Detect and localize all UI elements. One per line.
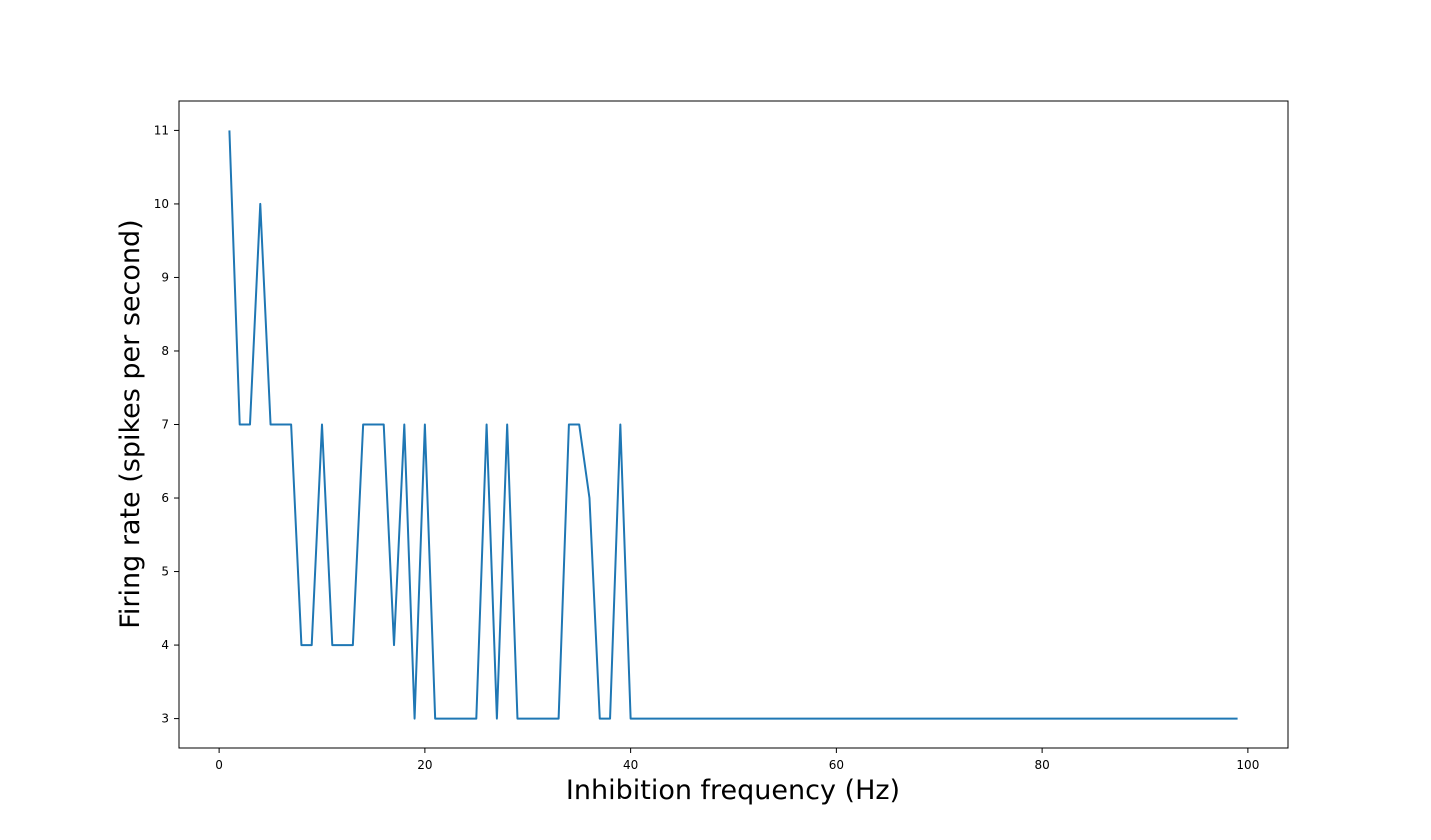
x-tick-label: 20 [417, 758, 432, 772]
x-tick-label: 40 [623, 758, 638, 772]
x-axis-ticks: 0 20 40 60 80 100 [215, 748, 1259, 772]
y-tick-label: 3 [161, 712, 169, 726]
x-tick-label: 100 [1236, 758, 1259, 772]
y-tick-label: 5 [161, 565, 169, 579]
y-tick-label: 11 [154, 123, 169, 137]
y-axis-ticks: 3 4 5 6 7 8 9 10 11 [154, 123, 179, 726]
x-tick-label: 60 [829, 758, 844, 772]
y-tick-label: 6 [161, 491, 169, 505]
y-tick-label: 7 [161, 418, 169, 432]
y-tick-label: 10 [154, 197, 169, 211]
x-axis-title: Inhibition frequency (Hz) [566, 775, 900, 806]
y-tick-label: 9 [161, 270, 169, 284]
x-tick-label: 80 [1034, 758, 1049, 772]
x-tick-label: 0 [215, 758, 223, 772]
series-line-0 [228, 130, 1238, 720]
y-axis-title: Firing rate (spikes per second) [115, 219, 146, 628]
y-tick-label: 8 [161, 344, 169, 358]
y-tick-label: 4 [161, 638, 169, 652]
